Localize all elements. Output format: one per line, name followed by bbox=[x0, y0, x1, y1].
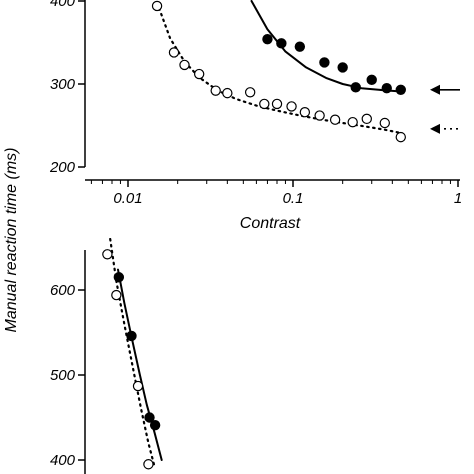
bottom-dotted-fit-line bbox=[109, 238, 156, 468]
top-filled-point bbox=[262, 33, 273, 45]
top-panel: 200 300 400 0.01 0.1 1 bbox=[49, 0, 462, 207]
top-open-point bbox=[329, 114, 341, 125]
bottom-axes: 400 500 600 bbox=[50, 250, 86, 474]
top-open-point bbox=[314, 110, 325, 121]
top-filled-point bbox=[319, 57, 330, 68]
top-open-point bbox=[151, 0, 163, 12]
top-open-point bbox=[210, 85, 221, 96]
top-open-point bbox=[395, 131, 406, 143]
top-open-point bbox=[299, 107, 311, 118]
top-x-tick-label: 0.1 bbox=[283, 190, 304, 207]
bottom-solid-fit-line bbox=[117, 268, 163, 461]
top-filled-point bbox=[350, 82, 361, 93]
top-filled-point bbox=[276, 38, 287, 49]
top-open-point bbox=[244, 87, 256, 98]
top-open-point bbox=[168, 47, 180, 58]
top-dotted-fit-line bbox=[156, 1, 402, 135]
x-axis-title: Contrast bbox=[240, 215, 301, 232]
top-axes: 200 300 400 0.01 0.1 1 bbox=[49, 0, 462, 207]
bottom-panel: 400 500 600 bbox=[50, 238, 163, 474]
bottom-open-point bbox=[111, 289, 122, 301]
top-open-point bbox=[193, 68, 205, 80]
top-filled-point bbox=[366, 74, 377, 86]
top-filled-point bbox=[337, 62, 348, 73]
top-filled-point bbox=[381, 82, 392, 94]
bottom-y-tick-label: 400 bbox=[50, 452, 76, 469]
top-x-tick-label: 0.01 bbox=[113, 190, 142, 207]
top-open-point bbox=[347, 116, 358, 128]
top-x-tick-label: 1 bbox=[454, 190, 462, 207]
top-open-point bbox=[286, 101, 297, 112]
bottom-open-point bbox=[102, 249, 113, 260]
solid-arrow-head bbox=[430, 84, 440, 95]
bottom-filled-point bbox=[144, 412, 155, 423]
top-filled-point bbox=[395, 84, 406, 96]
annotations bbox=[430, 84, 460, 134]
bottom-open-point bbox=[132, 380, 144, 392]
top-open-point bbox=[179, 59, 190, 71]
top-filled-point bbox=[294, 41, 306, 52]
bottom-y-tick-label: 600 bbox=[50, 282, 76, 299]
top-open-point bbox=[361, 113, 372, 125]
bottom-filled-point bbox=[149, 419, 161, 431]
top-open-point bbox=[259, 98, 270, 110]
bottom-y-tick-label: 500 bbox=[50, 367, 76, 384]
top-plot-area bbox=[151, 0, 406, 143]
top-y-tick-label: 400 bbox=[50, 0, 76, 10]
dotted-arrow-head bbox=[430, 123, 440, 134]
bottom-plot-area bbox=[102, 238, 163, 470]
top-open-point bbox=[222, 87, 233, 99]
y-axis-title: Manual reaction time (ms) bbox=[3, 148, 20, 333]
top-y-tick-label: 200 bbox=[49, 159, 76, 176]
top-open-point bbox=[271, 98, 283, 110]
top-open-point bbox=[379, 117, 390, 129]
bottom-open-point bbox=[143, 459, 154, 470]
top-y-tick-label: 300 bbox=[50, 76, 76, 93]
top-solid-fit-line bbox=[250, 0, 402, 93]
